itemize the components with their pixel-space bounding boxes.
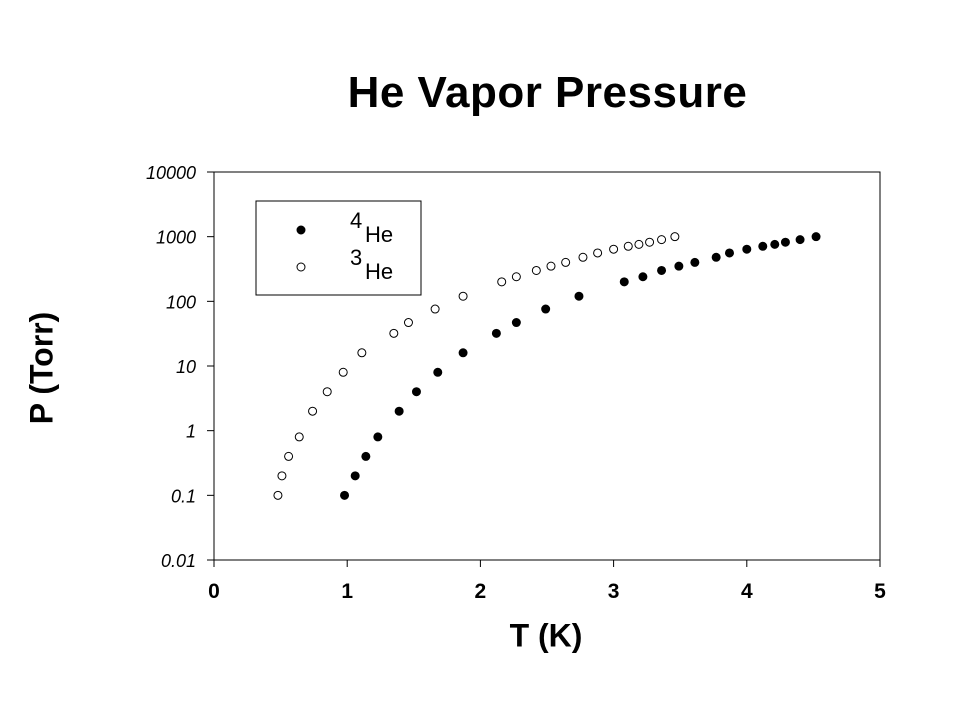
he4-point bbox=[657, 265, 667, 275]
y-tick-label: 10 bbox=[176, 357, 196, 377]
x-tick-label: 5 bbox=[874, 580, 886, 603]
he3-point bbox=[657, 235, 667, 245]
he3-point bbox=[634, 239, 644, 249]
he3-point bbox=[511, 272, 521, 282]
legend-label-isotope: 4 bbox=[350, 208, 362, 233]
he3-point bbox=[357, 348, 367, 358]
legend-marker bbox=[296, 225, 306, 235]
y-tick-label: 0.1 bbox=[171, 486, 196, 506]
legend-label-isotope: 3 bbox=[350, 245, 362, 270]
legend-box bbox=[255, 200, 422, 296]
x-axis: 0 1 2 3 4 5 bbox=[208, 560, 886, 603]
y-tick-label: 0.01 bbox=[161, 551, 196, 571]
he4-point bbox=[811, 232, 821, 242]
he4-point bbox=[770, 239, 780, 249]
data-points bbox=[273, 232, 821, 500]
y-tick-label: 1 bbox=[186, 422, 196, 442]
he3-point bbox=[284, 451, 294, 461]
he4-point bbox=[690, 257, 700, 267]
he3-point bbox=[623, 241, 633, 251]
x-tick-label: 3 bbox=[608, 580, 620, 603]
he3-point bbox=[593, 248, 603, 258]
he4-point bbox=[491, 328, 501, 338]
y-tick-label: 10000 bbox=[146, 163, 196, 183]
he3-point bbox=[578, 252, 588, 262]
he4-point bbox=[350, 471, 360, 481]
y-tick-label: 1000 bbox=[156, 228, 196, 248]
he3-point bbox=[561, 257, 571, 267]
he4-point bbox=[541, 304, 551, 314]
he4-point bbox=[711, 252, 721, 262]
he3-point bbox=[308, 406, 318, 416]
he3-point bbox=[389, 328, 399, 338]
he4-point bbox=[619, 277, 629, 287]
he3-point bbox=[277, 471, 287, 481]
he4-point bbox=[511, 318, 521, 328]
he3-point bbox=[497, 277, 507, 287]
he4-point bbox=[724, 248, 734, 258]
he3-point bbox=[546, 261, 556, 271]
x-tick-label: 2 bbox=[475, 580, 487, 603]
he4-point bbox=[758, 241, 768, 251]
he3-point bbox=[294, 432, 304, 442]
he3-point bbox=[338, 367, 348, 377]
x-axis-label: T (K) bbox=[509, 617, 583, 654]
he4-point bbox=[795, 235, 805, 245]
he4-point bbox=[394, 406, 404, 416]
chart-title: He Vapor Pressure bbox=[347, 68, 748, 117]
he3-point bbox=[430, 304, 440, 314]
legend-marker bbox=[296, 262, 306, 272]
y-axis: 0.01 0.1 1 10 100 1000 10000 bbox=[146, 163, 214, 571]
he4-point bbox=[674, 261, 684, 271]
he3-point bbox=[458, 291, 468, 301]
he3-point bbox=[273, 490, 283, 500]
he4-point bbox=[361, 451, 371, 461]
he3-point bbox=[531, 265, 541, 275]
he3-point bbox=[670, 232, 680, 242]
y-axis-label: P (Torr) bbox=[23, 311, 60, 425]
legend-label-element: He bbox=[365, 259, 393, 284]
x-tick-label: 0 bbox=[208, 580, 220, 603]
he4-point bbox=[780, 237, 790, 247]
he4-point bbox=[742, 244, 752, 254]
he3-point bbox=[645, 237, 655, 247]
legend-label-element: He bbox=[365, 222, 393, 247]
he3-point bbox=[403, 318, 413, 328]
he4-point bbox=[638, 272, 648, 282]
he4-point bbox=[458, 348, 468, 358]
he3-point bbox=[609, 244, 619, 254]
he4-point bbox=[340, 490, 350, 500]
he4-point bbox=[373, 432, 383, 442]
x-tick-label: 1 bbox=[341, 580, 353, 603]
x-tick-label: 4 bbox=[741, 580, 753, 603]
he4-point bbox=[574, 291, 584, 301]
he3-point bbox=[322, 387, 332, 397]
y-tick-label: 100 bbox=[166, 292, 196, 312]
he4-point bbox=[411, 387, 421, 397]
he4-point bbox=[433, 367, 443, 377]
